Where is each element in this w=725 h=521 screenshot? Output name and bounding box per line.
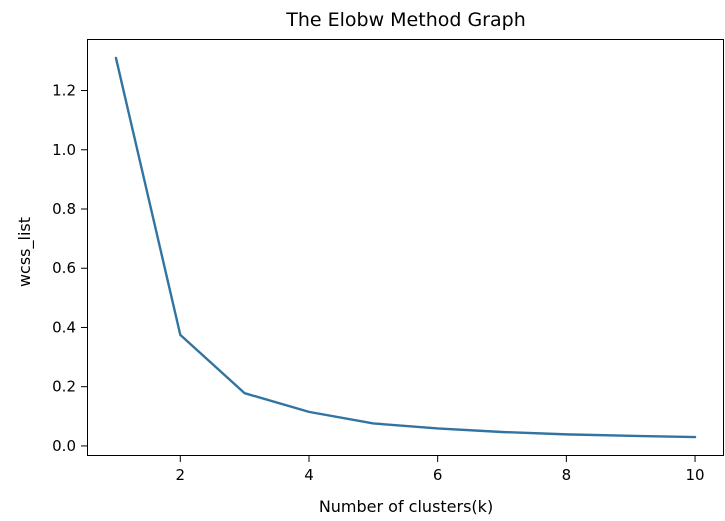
data-point-k10 bbox=[694, 436, 696, 438]
y-axis: 0.0 0.2 0.4 0.6 0.8 1.0 1.2 bbox=[52, 82, 87, 455]
x-tick-label-6: 6 bbox=[433, 466, 443, 484]
y-tick-label-0.8: 0.8 bbox=[52, 200, 76, 218]
data-point-k3 bbox=[243, 392, 245, 394]
data-point-k6 bbox=[436, 427, 438, 429]
series-line-1 bbox=[114, 56, 697, 439]
y-tick-label-1.2: 1.2 bbox=[52, 82, 76, 100]
data-point-k9 bbox=[630, 435, 632, 437]
y-tick-label-0.6: 0.6 bbox=[52, 259, 76, 277]
data-point-k7 bbox=[501, 431, 503, 433]
x-axis-label: Number of clusters(k) bbox=[319, 497, 493, 516]
data-point-k2 bbox=[179, 334, 181, 336]
x-axis: 2 4 6 8 10 bbox=[176, 456, 705, 484]
plot-frame bbox=[87, 39, 724, 456]
y-tick-label-0.2: 0.2 bbox=[52, 378, 76, 396]
x-tick-label-4: 4 bbox=[304, 466, 314, 484]
data-point-k5 bbox=[372, 422, 374, 424]
data-point-k8 bbox=[565, 433, 567, 435]
plot-area bbox=[114, 56, 697, 439]
y-tick-label-0.0: 0.0 bbox=[52, 437, 76, 455]
chart-title: The Elobw Method Graph bbox=[285, 9, 526, 31]
x-tick-label-10: 10 bbox=[685, 466, 704, 484]
y-tick-label-1.0: 1.0 bbox=[52, 141, 76, 159]
data-point-k1 bbox=[115, 57, 117, 59]
x-tick-label-8: 8 bbox=[562, 466, 572, 484]
data-point-k4 bbox=[308, 411, 310, 413]
y-tick-label-0.4: 0.4 bbox=[52, 318, 76, 336]
x-tick-label-2: 2 bbox=[176, 466, 186, 484]
y-axis-label: wcss_list bbox=[15, 217, 35, 287]
